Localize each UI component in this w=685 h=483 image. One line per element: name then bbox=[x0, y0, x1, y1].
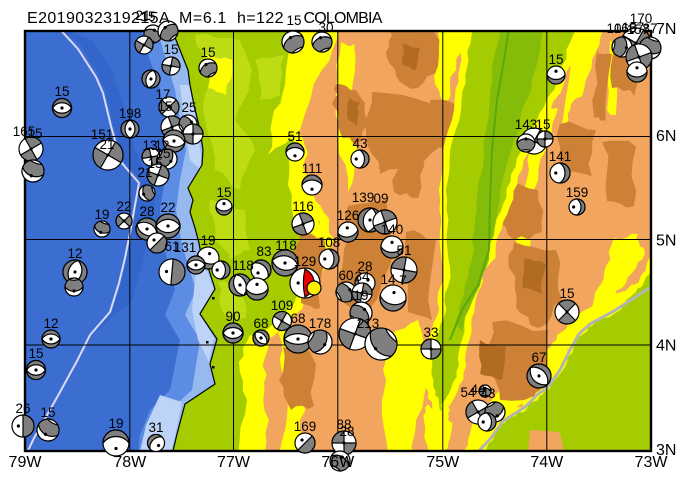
svg-text:83: 83 bbox=[256, 244, 271, 259]
svg-text:22: 22 bbox=[116, 199, 131, 214]
svg-text:140: 140 bbox=[381, 222, 404, 237]
svg-text:30: 30 bbox=[318, 20, 333, 35]
svg-text:15: 15 bbox=[140, 9, 155, 24]
svg-text:78W: 78W bbox=[113, 454, 147, 471]
svg-text:25: 25 bbox=[181, 100, 196, 115]
svg-text:7N: 7N bbox=[656, 21, 676, 38]
svg-text:67: 67 bbox=[531, 350, 546, 365]
svg-text:165: 165 bbox=[614, 21, 637, 36]
svg-text:51: 51 bbox=[396, 243, 411, 258]
svg-text:68: 68 bbox=[253, 316, 268, 331]
svg-text:118: 118 bbox=[275, 238, 297, 253]
svg-text:h=122: h=122 bbox=[237, 10, 284, 27]
svg-text:12: 12 bbox=[43, 316, 58, 331]
svg-text:19: 19 bbox=[94, 207, 109, 222]
svg-text:31: 31 bbox=[148, 420, 163, 435]
svg-text:43: 43 bbox=[480, 386, 495, 401]
svg-text:21: 21 bbox=[99, 137, 114, 152]
svg-text:129: 129 bbox=[294, 254, 317, 269]
svg-text:76W: 76W bbox=[321, 454, 355, 471]
svg-text:169: 169 bbox=[294, 419, 317, 434]
svg-text:198: 198 bbox=[119, 106, 142, 121]
svg-text:15: 15 bbox=[27, 126, 42, 141]
svg-text:15: 15 bbox=[548, 52, 563, 67]
svg-text:COLOMBIA: COLOMBIA bbox=[304, 10, 383, 27]
svg-text:22: 22 bbox=[160, 200, 175, 215]
svg-text:34: 34 bbox=[354, 269, 370, 284]
svg-text:15: 15 bbox=[559, 286, 574, 301]
svg-text:19: 19 bbox=[353, 288, 368, 303]
svg-text:E2019032319215A: E2019032319215A bbox=[27, 10, 170, 27]
svg-text:12: 12 bbox=[154, 138, 169, 153]
svg-text:15: 15 bbox=[163, 42, 178, 57]
svg-text:118: 118 bbox=[232, 258, 254, 273]
svg-text:61: 61 bbox=[164, 239, 179, 254]
svg-text:15: 15 bbox=[155, 146, 170, 161]
svg-text:151: 151 bbox=[91, 127, 114, 142]
svg-text:28: 28 bbox=[139, 204, 154, 219]
svg-text:28: 28 bbox=[339, 424, 354, 439]
svg-text:14: 14 bbox=[380, 272, 396, 287]
svg-text:44: 44 bbox=[470, 382, 486, 397]
svg-text:137: 137 bbox=[622, 20, 645, 35]
svg-text:15: 15 bbox=[54, 84, 69, 99]
svg-text:90: 90 bbox=[225, 309, 240, 324]
svg-text:5N: 5N bbox=[656, 233, 676, 250]
svg-text:108: 108 bbox=[318, 235, 341, 250]
svg-text:13: 13 bbox=[142, 138, 157, 153]
svg-text:143: 143 bbox=[515, 117, 538, 132]
svg-text:4N: 4N bbox=[656, 338, 676, 355]
svg-text:116: 116 bbox=[292, 199, 314, 214]
svg-text:15: 15 bbox=[286, 13, 301, 28]
svg-text:19: 19 bbox=[108, 416, 123, 431]
svg-text:7: 7 bbox=[399, 273, 407, 288]
svg-text:178: 178 bbox=[309, 316, 332, 331]
svg-text:33: 33 bbox=[423, 325, 438, 340]
svg-text:131: 131 bbox=[174, 240, 197, 255]
svg-text:60: 60 bbox=[338, 268, 353, 283]
svg-text:M=6.1: M=6.1 bbox=[179, 10, 227, 27]
svg-text:19: 19 bbox=[200, 233, 215, 248]
svg-text:126: 126 bbox=[337, 208, 360, 223]
svg-text:54: 54 bbox=[460, 385, 476, 400]
svg-text:109: 109 bbox=[271, 298, 294, 313]
svg-text:10: 10 bbox=[606, 21, 621, 36]
svg-text:15: 15 bbox=[216, 185, 231, 200]
svg-text:157: 157 bbox=[627, 22, 650, 37]
svg-text:139: 139 bbox=[352, 190, 375, 205]
svg-text:15: 15 bbox=[200, 45, 215, 60]
svg-text:43: 43 bbox=[352, 136, 367, 151]
svg-text:77W: 77W bbox=[217, 454, 251, 471]
svg-text:159: 159 bbox=[566, 185, 589, 200]
svg-text:165: 165 bbox=[13, 124, 36, 139]
svg-text:15: 15 bbox=[147, 156, 162, 171]
svg-text:213: 213 bbox=[357, 316, 380, 331]
svg-text:21: 21 bbox=[135, 8, 150, 23]
svg-text:12: 12 bbox=[67, 246, 82, 261]
svg-text:74W: 74W bbox=[530, 454, 564, 471]
svg-text:15: 15 bbox=[40, 405, 55, 420]
svg-text:111: 111 bbox=[302, 161, 323, 176]
svg-text:51: 51 bbox=[287, 129, 302, 144]
svg-text:17: 17 bbox=[155, 87, 170, 102]
svg-text:28: 28 bbox=[357, 259, 372, 274]
svg-text:15: 15 bbox=[157, 99, 172, 114]
svg-text:15: 15 bbox=[28, 346, 43, 361]
svg-text:141: 141 bbox=[549, 149, 572, 164]
svg-text:87: 87 bbox=[642, 21, 657, 36]
svg-text:09: 09 bbox=[373, 191, 388, 206]
svg-text:75W: 75W bbox=[426, 454, 460, 471]
svg-text:170: 170 bbox=[630, 11, 653, 26]
svg-text:15: 15 bbox=[535, 117, 550, 132]
svg-text:68: 68 bbox=[290, 311, 305, 326]
svg-text:79W: 79W bbox=[9, 454, 43, 471]
svg-text:3N: 3N bbox=[656, 442, 676, 459]
svg-text:26: 26 bbox=[15, 401, 30, 416]
svg-text:6N: 6N bbox=[656, 128, 676, 145]
svg-text:21: 21 bbox=[137, 165, 152, 180]
svg-text:73W: 73W bbox=[635, 454, 669, 471]
svg-text:88: 88 bbox=[336, 417, 351, 432]
